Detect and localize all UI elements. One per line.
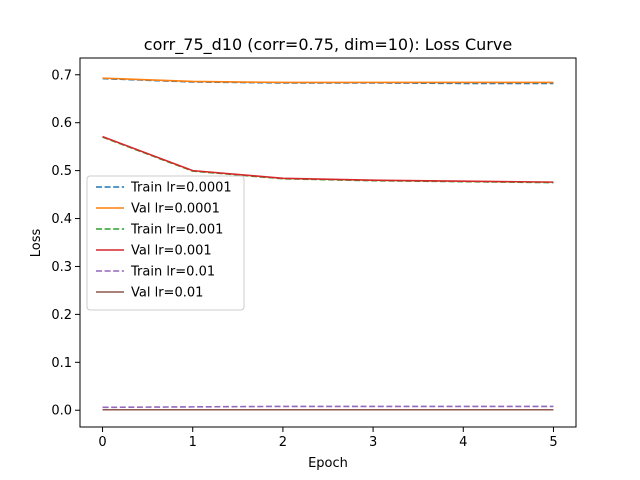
y-tick-label: 0.2 xyxy=(51,308,72,323)
legend-label-3: Train lr=0.001 xyxy=(130,223,223,238)
y-axis-label: Loss xyxy=(29,229,44,258)
y-tick-label: 0.5 xyxy=(51,164,72,179)
legend-label-1: Train lr=0.0001 xyxy=(130,181,232,196)
x-tick-label: 5 xyxy=(549,435,557,450)
legend: Train lr=0.0001 Val lr=0.0001 Train lr=0.0… xyxy=(86,175,245,311)
plot-area xyxy=(102,77,554,411)
x-tick-label: 2 xyxy=(279,435,287,450)
y-axis: 0.0 0.1 0.2 0.3 0.4 0.5 0.6 0.7 xyxy=(51,68,80,419)
y-tick-label: 0.4 xyxy=(51,212,72,227)
y-tick-label: 0.7 xyxy=(51,68,72,83)
x-tick-label: 0 xyxy=(98,435,106,450)
legend-label-5: Train lr=0.01 xyxy=(130,265,215,280)
y-tick-label: 0.6 xyxy=(51,116,72,131)
plot-frame xyxy=(79,57,577,428)
x-axis: 0 1 2 3 4 5 xyxy=(98,427,558,450)
legend-label-6: Val lr=0.01 xyxy=(131,286,203,301)
series-line-5 xyxy=(102,405,554,409)
x-tick-label: 3 xyxy=(369,435,377,450)
y-tick-label: 0.3 xyxy=(51,260,72,275)
chart-title: corr_75_d10 (corr=0.75, dim=10): Loss Cu… xyxy=(144,35,512,55)
x-axis-label: Epoch xyxy=(308,456,348,471)
y-tick-label: 0.0 xyxy=(51,404,72,419)
series-line-2 xyxy=(102,77,554,84)
x-tick-label: 4 xyxy=(459,435,467,450)
legend-label-4: Val lr=0.001 xyxy=(131,244,212,259)
series-line-4 xyxy=(102,135,554,183)
x-tick-label: 1 xyxy=(189,435,197,450)
legend-box xyxy=(86,175,245,311)
legend-label-2: Val lr=0.0001 xyxy=(131,202,220,217)
y-tick-label: 0.1 xyxy=(51,356,72,371)
